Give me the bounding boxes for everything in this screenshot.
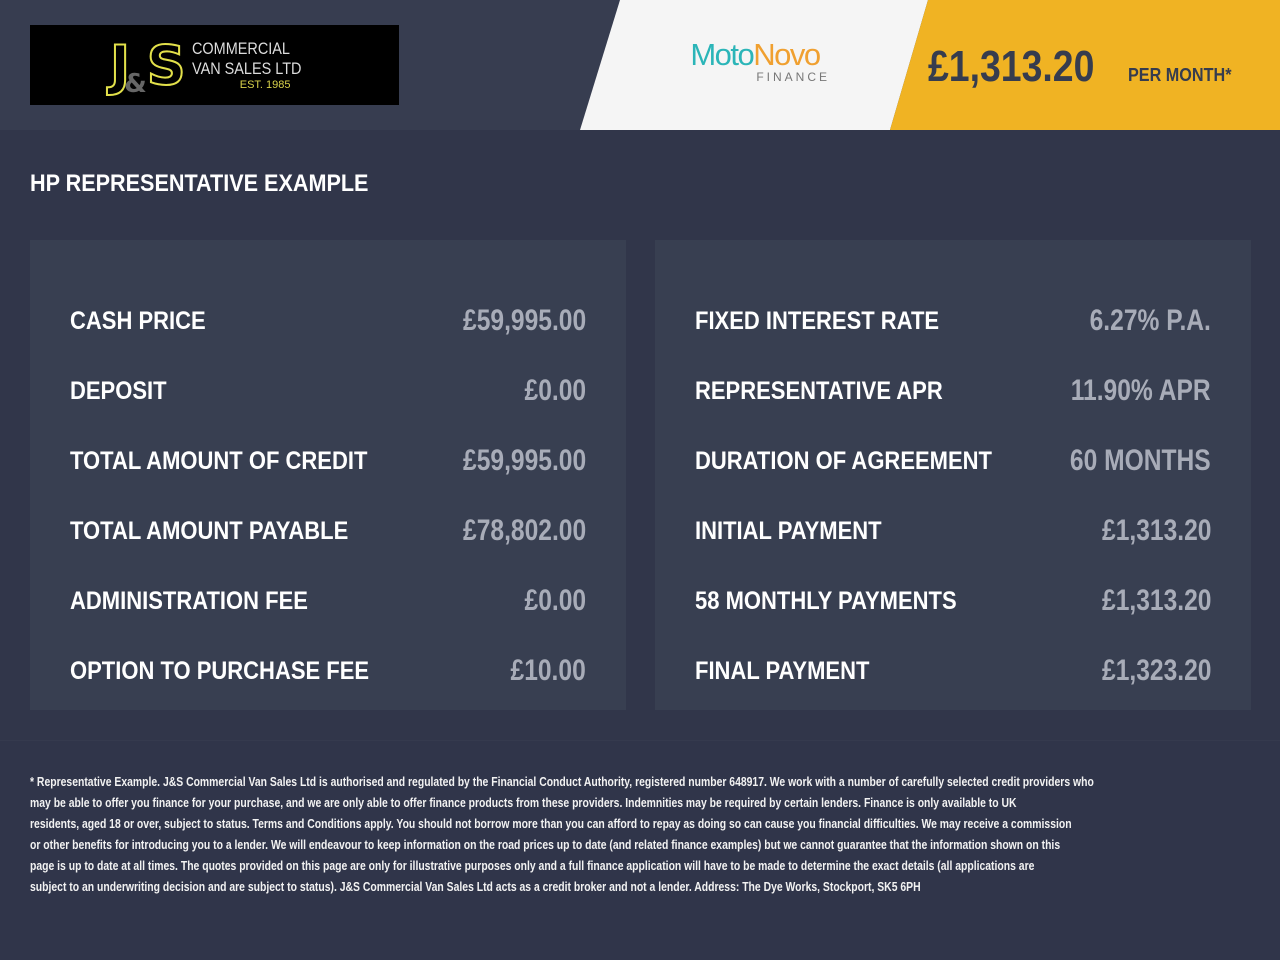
finance-row-value: £1,313.20 bbox=[1101, 584, 1211, 617]
finance-row: ADMINISTRATION FEE £0.00 bbox=[70, 566, 586, 636]
finance-row-label: FINAL PAYMENT bbox=[695, 656, 870, 685]
finance-row-label: TOTAL AMOUNT OF CREDIT bbox=[70, 446, 368, 475]
finance-row-value: £10.00 bbox=[510, 654, 586, 687]
motonovo-logo: MotoNovo FINANCE bbox=[680, 37, 830, 84]
finance-row-value: £59,995.00 bbox=[462, 444, 586, 477]
motonovo-logo-part2: Novo bbox=[753, 37, 821, 72]
finance-row: TOTAL AMOUNT PAYABLE £78,802.00 bbox=[70, 496, 586, 566]
finance-row-value: £78,802.00 bbox=[462, 514, 586, 547]
disclaimer-line: residents, aged 18 or over, subject to s… bbox=[30, 816, 1072, 831]
dealer-logo: J&S COMMERCIAL VAN SALES LTD EST. 1985 bbox=[30, 25, 399, 105]
disclaimer-line: page is up to date at all times. The quo… bbox=[30, 858, 1035, 873]
finance-row: 58 MONTHLY PAYMENTS £1,313.20 bbox=[695, 566, 1211, 636]
dealer-logo-line1: COMMERCIAL bbox=[191, 39, 290, 58]
finance-row: OPTION TO PURCHASE FEE £10.00 bbox=[70, 636, 586, 706]
finance-row-label: ADMINISTRATION FEE bbox=[70, 586, 308, 615]
finance-row-value: 60 MONTHS bbox=[1070, 444, 1211, 477]
footer: * Representative Example. J&S Commercial… bbox=[0, 740, 1280, 960]
finance-row-value: £0.00 bbox=[524, 584, 586, 617]
disclaimer-line: subject to an underwriting decision and … bbox=[30, 879, 921, 894]
finance-row: CASH PRICE £59,995.00 bbox=[70, 286, 586, 356]
finance-row: INITIAL PAYMENT £1,313.20 bbox=[695, 496, 1211, 566]
finance-row-label: FIXED INTEREST RATE bbox=[695, 306, 940, 335]
dealer-logo-initials: J&S bbox=[109, 33, 187, 99]
finance-row-value: 6.27% P.A. bbox=[1089, 304, 1211, 337]
finance-row: REPRESENTATIVE APR 11.90% APR bbox=[695, 356, 1211, 426]
finance-row: TOTAL AMOUNT OF CREDIT £59,995.00 bbox=[70, 426, 586, 496]
monthly-price-value: £1,313.20 bbox=[928, 42, 1095, 91]
right-panel: FIXED INTEREST RATE 6.27% P.A. REPRESENTAT… bbox=[655, 240, 1251, 710]
finance-row-value: £1,323.20 bbox=[1101, 654, 1211, 687]
finance-row-label: REPRESENTATIVE APR bbox=[695, 376, 943, 405]
finance-row-label: DEPOSIT bbox=[70, 376, 167, 405]
monthly-price: £1,313.20 PER MONTH* bbox=[928, 42, 1243, 92]
dealer-logo-est: EST. 1985 bbox=[239, 79, 291, 91]
finance-row: DEPOSIT £0.00 bbox=[70, 356, 586, 426]
finance-row-label: TOTAL AMOUNT PAYABLE bbox=[70, 516, 349, 545]
finance-row-value: £0.00 bbox=[524, 374, 586, 407]
per-month-label: PER MONTH* bbox=[1128, 65, 1232, 85]
monthly-price-background bbox=[890, 0, 1280, 130]
page-title: HP REPRESENTATIVE EXAMPLE bbox=[30, 170, 369, 197]
finance-row: FIXED INTEREST RATE 6.27% P.A. bbox=[695, 286, 1211, 356]
dealer-logo-text: COMMERCIAL VAN SALES LTD EST. 1985 bbox=[180, 39, 321, 91]
finance-row-label: CASH PRICE bbox=[70, 306, 206, 335]
finance-row-value: £59,995.00 bbox=[462, 304, 586, 337]
finance-row-label: DURATION OF AGREEMENT bbox=[695, 446, 992, 475]
finance-row: DURATION OF AGREEMENT 60 MONTHS bbox=[695, 426, 1211, 496]
motonovo-logo-part1: Moto bbox=[690, 37, 754, 72]
disclaimer-line: may be able to offer you finance for you… bbox=[30, 795, 1017, 810]
motonovo-logo-sub: FINANCE bbox=[756, 70, 830, 84]
left-panel: CASH PRICE £59,995.00 DEPOSIT £0.00 TOTAL AM… bbox=[30, 240, 626, 710]
dealer-logo-line2: VAN SALES LTD bbox=[191, 59, 302, 78]
finance-row: FINAL PAYMENT £1,323.20 bbox=[695, 636, 1211, 706]
finance-row-label: OPTION TO PURCHASE FEE bbox=[70, 656, 370, 685]
disclaimer: * Representative Example. J&S Commercial… bbox=[30, 771, 1094, 897]
finance-row-value: 11.90% APR bbox=[1071, 374, 1211, 407]
disclaimer-line: * Representative Example. J&S Commercial… bbox=[30, 774, 1094, 789]
finance-row-value: £1,313.20 bbox=[1101, 514, 1211, 547]
disclaimer-line: or other benefits for introducing you to… bbox=[30, 837, 1061, 852]
finance-row-label: INITIAL PAYMENT bbox=[695, 516, 882, 545]
finance-row-label: 58 MONTHLY PAYMENTS bbox=[695, 586, 957, 615]
finance-logo-background bbox=[580, 0, 928, 130]
